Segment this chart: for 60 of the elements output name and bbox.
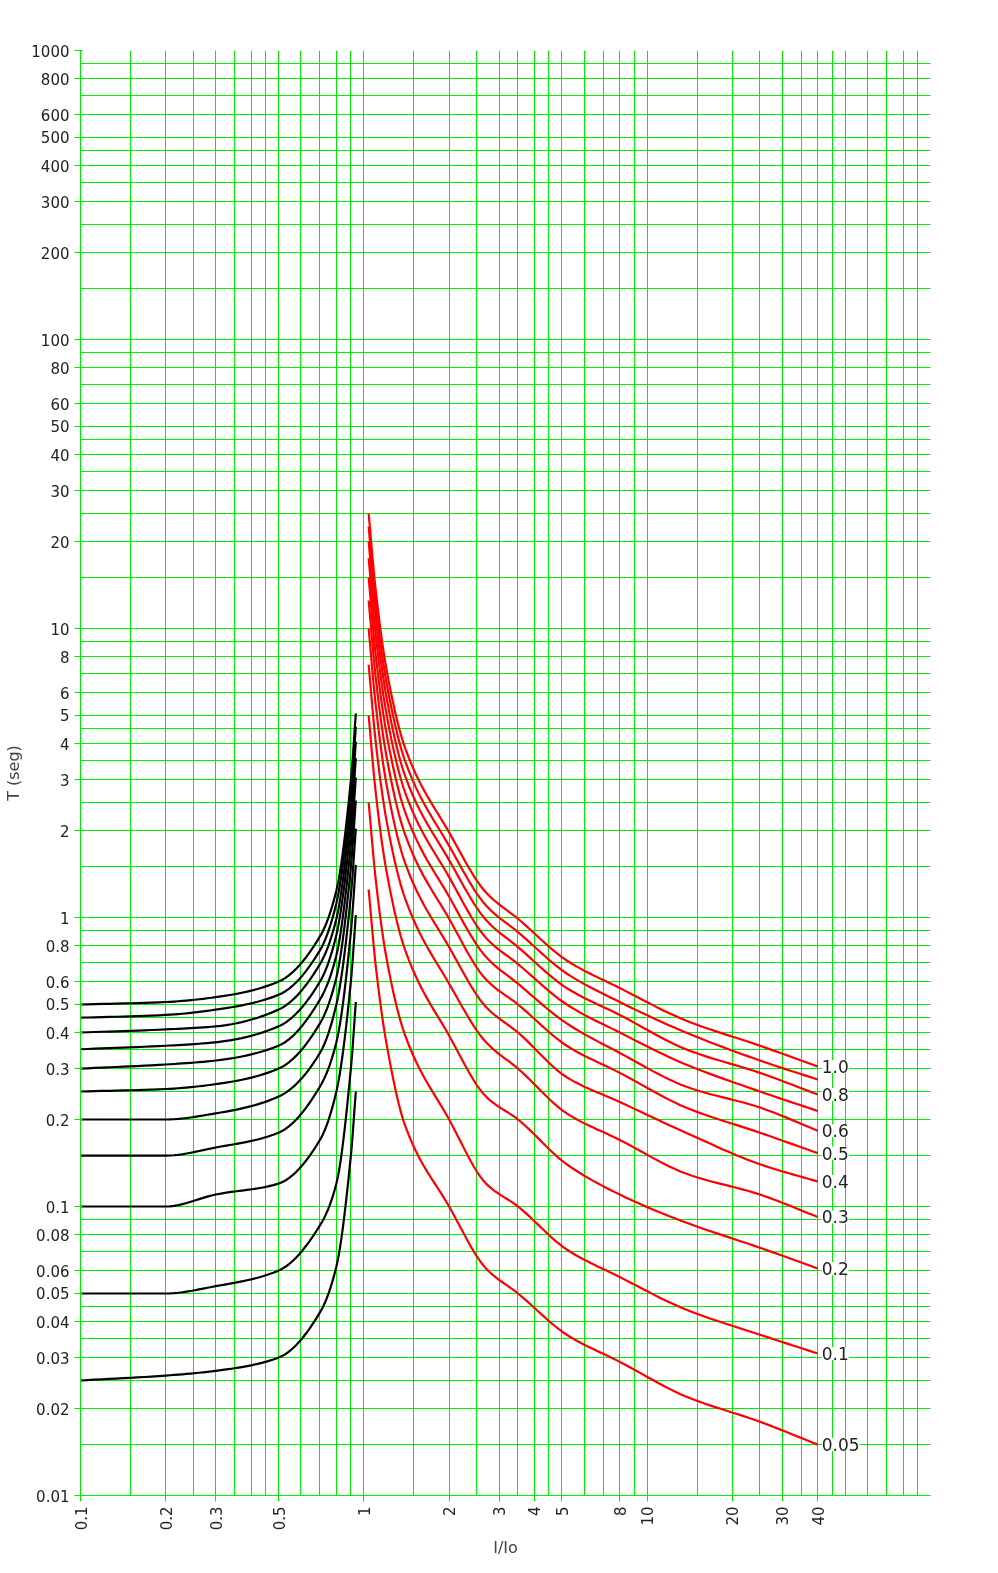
x-tick-label: 0.3 xyxy=(207,1506,226,1531)
y-tick-label: 800 xyxy=(40,70,70,89)
y-tick-label: 0.03 xyxy=(36,1349,70,1368)
series-label: 0.8 xyxy=(821,1085,849,1106)
y-tick-label: 8 xyxy=(59,648,70,667)
y-tick-label: 100 xyxy=(40,331,70,350)
y-tick-label: 4 xyxy=(59,735,70,754)
x-tick-label: 4 xyxy=(526,1506,545,1517)
y-tick-label: 80 xyxy=(50,359,70,378)
y-tick-label: 0.04 xyxy=(36,1313,70,1332)
y-tick-label: 50 xyxy=(50,418,70,437)
y-tick-label: 0.01 xyxy=(36,1487,70,1506)
y-tick-label: 3 xyxy=(59,771,70,790)
y-tick-label: 600 xyxy=(40,106,70,125)
y-tick-label: 0.6 xyxy=(45,973,70,992)
y-tick-label: 0.1 xyxy=(45,1198,70,1217)
x-tick-label: 5 xyxy=(553,1506,572,1517)
x-tick-label: 1 xyxy=(355,1506,374,1517)
x-tick-label: 30 xyxy=(774,1506,793,1526)
y-tick-label: 0.3 xyxy=(45,1060,70,1079)
y-tick-label: 0.06 xyxy=(36,1262,70,1281)
y-tick-label: 0.08 xyxy=(36,1226,70,1245)
y-tick-label: 1 xyxy=(59,909,70,928)
series-label: 0.3 xyxy=(821,1207,849,1228)
x-tick-label: 2 xyxy=(441,1506,460,1517)
series-label: 0.6 xyxy=(821,1121,849,1142)
y-tick-label: 5 xyxy=(59,707,70,726)
y-tick-label: 30 xyxy=(50,482,70,501)
y-tick-label: 2 xyxy=(59,822,70,841)
y-axis-title: T (seg) xyxy=(4,745,24,802)
series-label: 0.5 xyxy=(821,1143,849,1164)
y-tick-label: 10 xyxy=(50,620,70,639)
series-label: 0.2 xyxy=(821,1259,849,1280)
y-tick-label: 6 xyxy=(59,684,70,703)
y-tick-label: 0.4 xyxy=(45,1024,70,1043)
y-tick-label: 400 xyxy=(40,157,70,176)
y-tick-label: 0.05 xyxy=(36,1285,70,1304)
x-axis-title: I/Io xyxy=(493,1538,518,1558)
x-tick-label: 0.2 xyxy=(157,1506,176,1531)
series-label: 1.0 xyxy=(821,1057,849,1078)
y-tick-label: 0.2 xyxy=(45,1111,70,1130)
y-tick-label: 300 xyxy=(40,193,70,212)
series-label: 0.4 xyxy=(821,1172,849,1193)
y-tick-label: 0.5 xyxy=(45,996,70,1015)
y-tick-label: 60 xyxy=(50,395,70,414)
x-tick-label: 0.5 xyxy=(270,1506,289,1531)
y-tick-label: 200 xyxy=(40,244,70,263)
y-tick-label: 1000 xyxy=(31,42,70,61)
x-tick-label: 20 xyxy=(724,1506,743,1526)
y-tick-label: 20 xyxy=(50,533,70,552)
x-tick-label: 10 xyxy=(639,1506,658,1526)
series-label: 0.05 xyxy=(821,1435,860,1456)
y-tick-label: 500 xyxy=(40,129,70,148)
y-tick-label: 0.02 xyxy=(36,1400,70,1419)
x-tick-label: 8 xyxy=(611,1506,630,1517)
x-tick-label: 3 xyxy=(491,1506,510,1517)
y-tick-label: 40 xyxy=(50,446,70,465)
y-tick-label: 0.8 xyxy=(45,937,70,956)
x-tick-label: 40 xyxy=(809,1506,828,1526)
series-label: 0.1 xyxy=(821,1344,849,1364)
